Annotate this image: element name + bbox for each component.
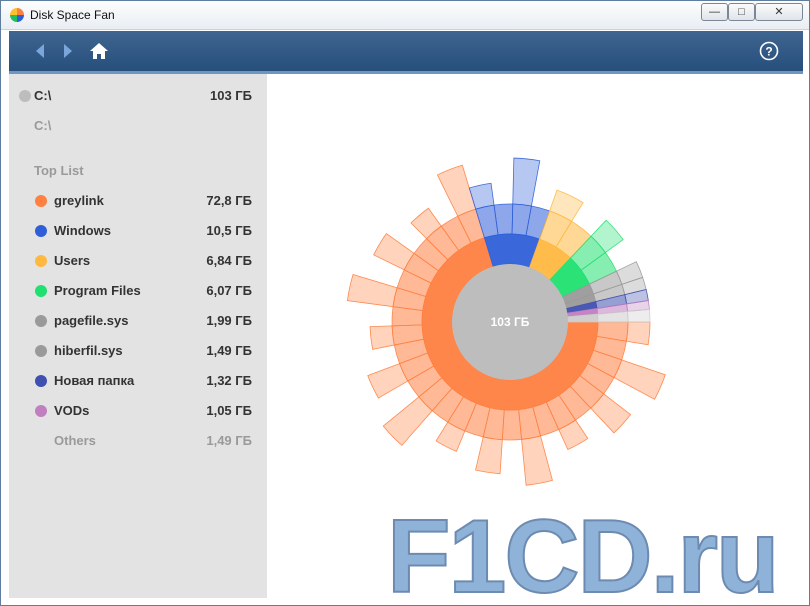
- center-disc[interactable]: [452, 264, 568, 380]
- help-icon[interactable]: ?: [759, 41, 779, 61]
- item-size: 6,07 ГБ: [206, 283, 252, 298]
- sidebar: C:\ 103 ГБ C:\ Top List greylink 72,8 ГБ W…: [9, 74, 267, 598]
- item-size: 1,32 ГБ: [206, 373, 252, 388]
- item-color-dot: [35, 195, 47, 207]
- item-color-dot: [35, 405, 47, 417]
- others-row[interactable]: Others 1,49 ГБ: [9, 430, 267, 452]
- others-name: Others: [54, 433, 96, 448]
- slice-greylink-ring3[interactable]: [346, 273, 398, 308]
- close-button[interactable]: ✕: [755, 3, 803, 21]
- top-list-item[interactable]: VODs 1,05 ГБ: [9, 400, 267, 422]
- top-list-item[interactable]: greylink 72,8 ГБ: [9, 190, 267, 212]
- top-list-header: Top List: [9, 160, 267, 182]
- top-list-item[interactable]: Windows 10,5 ГБ: [9, 220, 267, 242]
- drive-row[interactable]: C:\ 103 ГБ: [9, 85, 267, 107]
- item-color-dot: [35, 375, 47, 387]
- forward-arrow-icon[interactable]: [57, 41, 77, 61]
- slice-Windows-ring3[interactable]: [512, 157, 541, 207]
- maximize-button[interactable]: □: [728, 3, 755, 21]
- item-name: Program Files: [54, 283, 141, 298]
- minimize-button[interactable]: —: [701, 3, 728, 21]
- top-list-label: Top List: [34, 163, 84, 178]
- top-list-item[interactable]: Program Files 6,07 ГБ: [9, 280, 267, 302]
- item-color-dot: [35, 255, 47, 267]
- title-bar: Disk Space Fan — □ ✕: [1, 1, 809, 30]
- slice-greylink-ring2[interactable]: [501, 409, 523, 441]
- slice-greylink-ring3[interactable]: [382, 396, 433, 446]
- item-size: 72,8 ГБ: [206, 193, 252, 208]
- top-list-item[interactable]: Новая папка 1,32 ГБ: [9, 370, 267, 392]
- item-color-dot: [35, 345, 47, 357]
- home-icon[interactable]: [89, 41, 109, 61]
- watermark-text: F1CD.ru: [386, 499, 780, 606]
- item-name: Windows: [54, 223, 111, 238]
- slice-greylink-ring3[interactable]: [367, 363, 409, 399]
- sunburst-svg[interactable]: 103 ГБ: [267, 74, 803, 598]
- svg-text:?: ?: [765, 45, 772, 59]
- back-arrow-icon[interactable]: [31, 41, 51, 61]
- others-size: 1,49 ГБ: [206, 433, 252, 448]
- item-size: 10,5 ГБ: [206, 223, 252, 238]
- item-name: greylink: [54, 193, 104, 208]
- item-name: pagefile.sys: [54, 313, 129, 328]
- current-path: C:\: [34, 118, 52, 133]
- item-color-dot: [35, 315, 47, 327]
- toolbar: ?: [9, 31, 803, 74]
- top-list-item[interactable]: pagefile.sys 1,99 ГБ: [9, 310, 267, 332]
- center-label: 103 ГБ: [491, 315, 530, 329]
- item-size: 6,84 ГБ: [206, 253, 252, 268]
- drive-name: C:\: [34, 88, 52, 103]
- slice-Others-ring3[interactable]: [627, 308, 651, 323]
- item-color-dot: [35, 285, 47, 297]
- item-name: Users: [54, 253, 91, 268]
- sunburst-chart[interactable]: 103 ГБ: [267, 74, 803, 598]
- app-logo-icon: [10, 8, 24, 22]
- item-size: 1,05 ГБ: [206, 403, 252, 418]
- slice-greylink-ring3[interactable]: [369, 325, 395, 350]
- drive-size: 103 ГБ: [209, 88, 252, 103]
- top-list-item[interactable]: Users 6,84 ГБ: [9, 250, 267, 272]
- item-color-dot: [35, 225, 47, 237]
- drive-dot: [19, 90, 31, 102]
- slice-greylink-ring3[interactable]: [613, 359, 666, 400]
- slice-greylink-ring3[interactable]: [521, 435, 553, 486]
- item-size: 1,49 ГБ: [206, 343, 252, 358]
- item-size: 1,99 ГБ: [206, 313, 252, 328]
- item-name: VODs: [54, 403, 90, 418]
- window-title: Disk Space Fan: [30, 8, 115, 22]
- top-list-item[interactable]: hiberfil.sys 1,49 ГБ: [9, 340, 267, 362]
- item-name: Новая папка: [54, 373, 135, 388]
- item-name: hiberfil.sys: [54, 343, 123, 358]
- path-row[interactable]: C:\: [9, 115, 267, 137]
- slice-greylink-ring3[interactable]: [625, 321, 651, 346]
- slice-greylink-ring3[interactable]: [475, 436, 503, 475]
